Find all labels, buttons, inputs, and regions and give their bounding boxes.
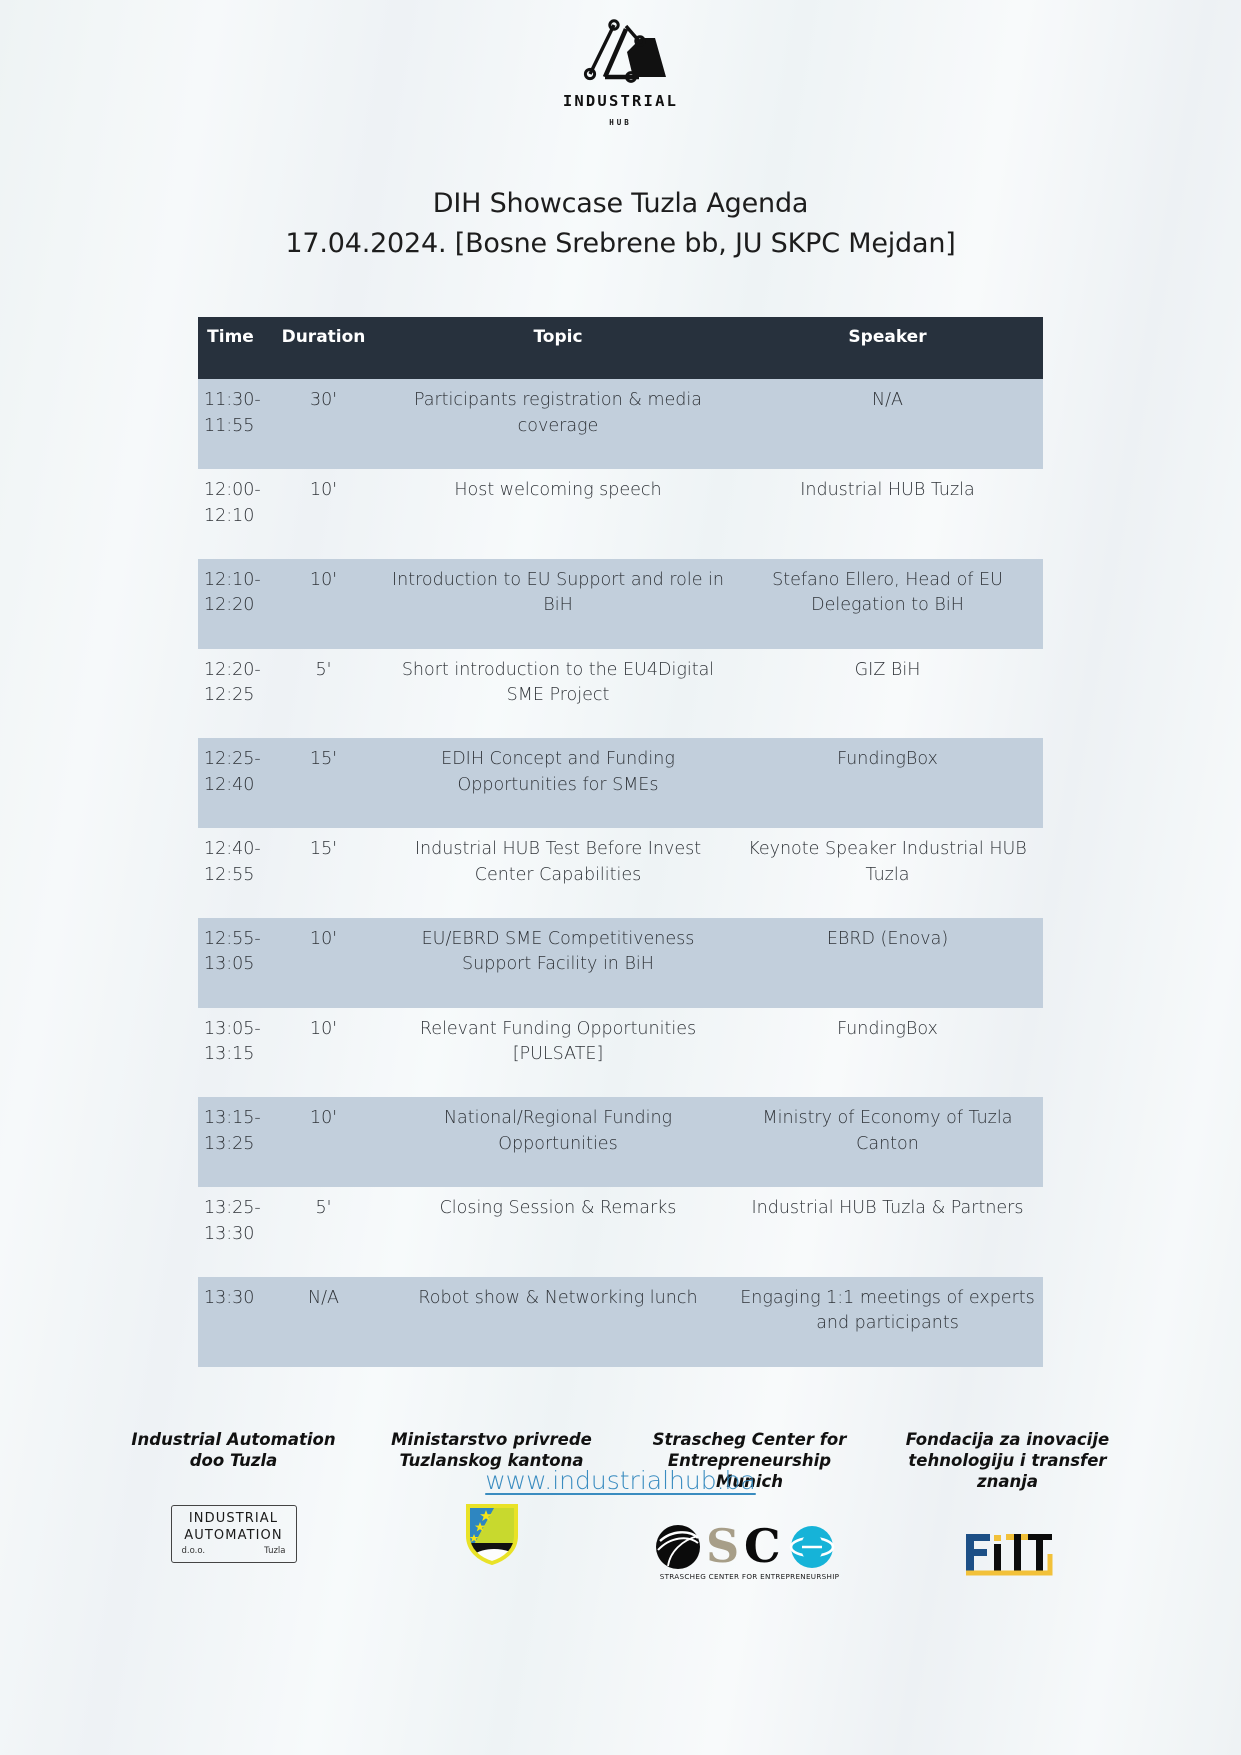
cell-time: 12:20-12:25 bbox=[204, 659, 261, 705]
cell-time: 11:30-11:55 bbox=[198, 379, 263, 470]
partners-section: Industrial Automation doo Tuzla INDUSTRI… bbox=[116, 1429, 1126, 1584]
table-row: 13:15-13:25 10' National/Regional Fundin… bbox=[198, 1097, 1043, 1188]
page-title-block: DIH Showcase Tuzla Agenda 17.04.2024. [B… bbox=[0, 184, 1241, 263]
table-row: 13:30 N/A Robot show & Networking lunch … bbox=[198, 1276, 1043, 1367]
agenda-table-body: 11:30-11:55 30' Participants registratio… bbox=[198, 379, 1043, 1367]
table-row: 12:55-13:05 10' EU/EBRD SME Competitiven… bbox=[198, 917, 1043, 1008]
cell-time: 13:30 bbox=[198, 1276, 263, 1367]
cell-time: 12:10-12:20 bbox=[198, 558, 263, 649]
cell-topic: Relevant Funding Opportunities [PULSATE] bbox=[419, 1018, 697, 1064]
cell-time: 13:05-13:15 bbox=[204, 1018, 261, 1064]
cell-speaker: Stefano Ellero, Head of EU Delegation to… bbox=[732, 558, 1043, 649]
cell-duration: 5' bbox=[315, 1198, 332, 1219]
cell-time: 12:55-13:05 bbox=[198, 917, 263, 1008]
table-row: 13:05-13:15 10' Relevant Funding Opportu… bbox=[198, 1008, 1043, 1098]
cell-time: 12:00-12:10 bbox=[204, 480, 261, 526]
cell-duration: 5' bbox=[315, 659, 332, 680]
fitt-logo-icon bbox=[960, 1522, 1056, 1584]
table-row: 13:25-13:30 5' Closing Session & Remarks… bbox=[198, 1187, 1043, 1277]
cell-time: 12:25-12:40 bbox=[198, 738, 263, 829]
sce-logo-caption: STRASCHEG CENTER FOR ENTREPRENEURSHIP bbox=[659, 1572, 840, 1582]
cell-speaker: FundingBox bbox=[732, 738, 1043, 829]
table-row: 12:20-12:25 5' Short introduction to the… bbox=[198, 649, 1043, 739]
column-header-duration: Duration bbox=[263, 317, 384, 380]
partner-industrial-automation: Industrial Automation doo Tuzla INDUSTRI… bbox=[116, 1429, 352, 1565]
cell-duration: 10' bbox=[263, 1097, 384, 1188]
cell-duration: 15' bbox=[263, 738, 384, 829]
cell-duration: 10' bbox=[309, 1018, 338, 1039]
page-title: DIH Showcase Tuzla Agenda bbox=[432, 188, 809, 219]
cell-topic: Short introduction to the EU4Digital SME… bbox=[401, 659, 715, 705]
cell-speaker: Industrial HUB Tuzla bbox=[800, 480, 975, 501]
cell-duration: 10' bbox=[263, 917, 384, 1008]
website-link[interactable]: www.industrialhub.ba bbox=[485, 1466, 756, 1495]
tuzla-canton-coat-of-arms-icon bbox=[465, 1503, 519, 1565]
cell-topic: Participants registration & media covera… bbox=[384, 379, 732, 470]
cell-speaker: EBRD (Enova) bbox=[732, 917, 1043, 1008]
table-row: 12:10-12:20 10' Introduction to EU Suppo… bbox=[198, 558, 1043, 649]
svg-text:S: S bbox=[706, 1524, 739, 1570]
cell-speaker: Engaging 1:1 meetings of experts and par… bbox=[732, 1276, 1043, 1367]
cell-topic: Host welcoming speech bbox=[454, 480, 662, 501]
partner-name: Ministarstvo privrede Tuzlanskog kantona bbox=[391, 1429, 592, 1470]
ia-logo-line-2: AUTOMATION bbox=[184, 1527, 283, 1543]
partner-sce-munich: Strascheg Center for Entrepreneurship Mu… bbox=[632, 1429, 868, 1584]
cell-speaker: Ministry of Economy of Tuzla Canton bbox=[732, 1097, 1043, 1188]
cell-duration: 15' bbox=[309, 839, 338, 860]
ia-logo-line-1: INDUSTRIAL bbox=[188, 1511, 279, 1527]
table-row: 11:30-11:55 30' Participants registratio… bbox=[198, 379, 1043, 470]
cell-speaker: Industrial HUB Tuzla & Partners bbox=[751, 1198, 1024, 1219]
partner-name: Fondacija za inovacije tehnologiju i tra… bbox=[905, 1429, 1110, 1491]
cell-time: 13:15-13:25 bbox=[198, 1097, 263, 1188]
column-header-speaker: Speaker bbox=[732, 317, 1043, 380]
cell-topic: Closing Session & Remarks bbox=[439, 1198, 677, 1219]
svg-text:C: C bbox=[744, 1524, 781, 1570]
partner-ministarstvo-privrede: Ministarstvo privrede Tuzlanskog kantona bbox=[374, 1429, 610, 1565]
table-row: 12:00-12:10 10' Host welcoming speech In… bbox=[198, 469, 1043, 559]
ia-logo-right: Tuzla bbox=[264, 1545, 286, 1556]
column-header-topic: Topic bbox=[384, 317, 732, 380]
cell-topic: Robot show & Networking lunch bbox=[384, 1276, 732, 1367]
cell-speaker: N/A bbox=[732, 379, 1043, 470]
brand-sub-wordmark: HUB bbox=[609, 117, 632, 127]
table-header-row: Time Duration Topic Speaker bbox=[198, 317, 1043, 380]
cell-duration: 10' bbox=[309, 480, 338, 501]
brand-header: INDUSTRIAL HUB bbox=[0, 0, 1241, 126]
sce-logo-icon: S C STRASCHEG CENTER FOR ENTREPRENEURSHI… bbox=[652, 1522, 848, 1584]
agenda-table-head: Time Duration Topic Speaker bbox=[198, 317, 1043, 380]
cell-speaker: Keynote Speaker Industrial HUB Tuzla bbox=[748, 839, 1027, 885]
cell-speaker: GIZ BiH bbox=[854, 659, 921, 680]
cell-topic: Industrial HUB Test Before Invest Center… bbox=[414, 839, 702, 885]
ia-logo-left: d.o.o. bbox=[181, 1545, 206, 1556]
cell-speaker: FundingBox bbox=[837, 1018, 938, 1039]
partner-name: Industrial Automation doo Tuzla bbox=[131, 1429, 336, 1470]
agenda-table-wrapper: Time Duration Topic Speaker 11:30-11:55 … bbox=[198, 317, 1043, 1367]
column-header-time: Time bbox=[198, 317, 263, 380]
table-row: 12:25-12:40 15' EDIH Concept and Funding… bbox=[198, 738, 1043, 829]
table-row: 12:40-12:55 15' Industrial HUB Test Befo… bbox=[198, 828, 1043, 918]
partner-name: Strascheg Center for Entrepreneurship Mu… bbox=[652, 1429, 847, 1491]
cell-time: 12:40-12:55 bbox=[204, 839, 261, 885]
cell-time: 13:25-13:30 bbox=[204, 1198, 261, 1244]
cell-topic: EDIH Concept and Funding Opportunities f… bbox=[384, 738, 732, 829]
industrial-automation-logo-icon: INDUSTRIAL AUTOMATION d.o.o. Tuzla bbox=[170, 1503, 297, 1565]
cell-duration: 10' bbox=[263, 558, 384, 649]
partner-fitt: Fondacija za inovacije tehnologiju i tra… bbox=[890, 1429, 1126, 1584]
cell-topic: Introduction to EU Support and role in B… bbox=[384, 558, 732, 649]
cell-duration: N/A bbox=[263, 1276, 384, 1367]
page-subtitle: 17.04.2024. [Bosne Srebrene bb, JU SKPC … bbox=[285, 227, 956, 259]
cell-topic: National/Regional Funding Opportunities bbox=[384, 1097, 732, 1188]
cell-duration: 30' bbox=[263, 379, 384, 470]
industrial-hub-logo-icon bbox=[569, 16, 673, 90]
agenda-table: Time Duration Topic Speaker 11:30-11:55 … bbox=[198, 317, 1043, 1367]
cell-topic: EU/EBRD SME Competitiveness Support Faci… bbox=[384, 917, 732, 1008]
website-footer: www.industrialhub.ba bbox=[0, 1466, 1241, 1495]
brand-wordmark: INDUSTRIAL bbox=[562, 92, 679, 110]
